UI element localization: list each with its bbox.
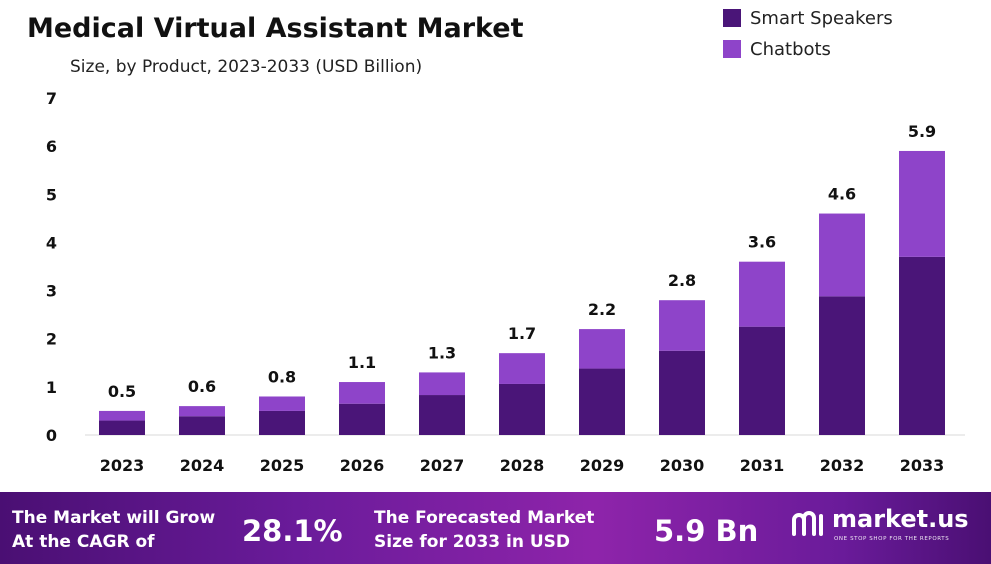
chart-subtitle: Size, by Product, 2023-2033 (USD Billion… — [70, 57, 422, 77]
x-axis: 2023 2024 2025 2026 2027 2028 2029 2030 2031 2032… — [100, 456, 945, 475]
legend-swatch-smart-speakers — [723, 9, 741, 27]
bar-smart-speakers — [339, 403, 385, 435]
bar-chatbots — [579, 329, 625, 369]
bar-smart-speakers — [579, 368, 625, 435]
forecast-text-line1: The Forecasted Market — [374, 508, 595, 528]
cagr-text-line2: At the CAGR of — [12, 532, 155, 552]
x-tick-label: 2024 — [180, 456, 225, 475]
bar-chatbots — [499, 353, 545, 384]
bar-smart-speakers — [659, 350, 705, 435]
x-tick-label: 2028 — [500, 456, 545, 475]
bar-smart-speakers — [259, 410, 305, 435]
bar-total-label: 1.7 — [508, 324, 536, 343]
bar-smart-speakers — [99, 420, 145, 435]
legend-label-chatbots: Chatbots — [750, 39, 831, 60]
bar-chatbots — [179, 406, 225, 417]
bar-total-label: 4.6 — [828, 185, 856, 204]
y-axis: 0 1 2 3 4 5 6 7 — [46, 89, 57, 445]
bar-chatbots — [739, 261, 785, 327]
chart-title: Medical Virtual Assistant Market — [27, 13, 524, 44]
bar-smart-speakers — [499, 383, 545, 435]
y-tick-label: 4 — [46, 233, 57, 252]
y-tick-label: 6 — [46, 137, 57, 156]
x-tick-label: 2029 — [580, 456, 625, 475]
bar-total-label: 2.8 — [668, 271, 696, 290]
bar-total-label: 1.1 — [348, 353, 376, 372]
bar-chatbots — [259, 396, 305, 411]
bar-chatbots — [419, 372, 465, 396]
x-tick-label: 2030 — [660, 456, 705, 475]
bar-smart-speakers — [739, 326, 785, 435]
forecast-value: 5.9 Bn — [654, 514, 759, 548]
x-tick-label: 2026 — [340, 456, 385, 475]
bar-total-label: 3.6 — [748, 233, 776, 252]
legend-swatch-chatbots — [723, 40, 741, 58]
bar-total-label: 2.2 — [588, 300, 616, 319]
bar-total-label: 0.5 — [108, 382, 136, 401]
bar-chatbots — [819, 213, 865, 297]
forecast-text-line2: Size for 2033 in USD — [374, 532, 571, 552]
bar-chatbots — [659, 300, 705, 351]
cagr-text-line1: The Market will Grow — [12, 508, 216, 528]
legend-label-smart-speakers: Smart Speakers — [750, 8, 893, 29]
cagr-value: 28.1% — [242, 514, 343, 548]
bar-total-label: 5.9 — [908, 122, 936, 141]
logo-wordmark: market.us — [832, 505, 969, 533]
bar-total-label: 1.3 — [428, 343, 456, 362]
market-us-logo-icon — [792, 511, 823, 536]
bar-smart-speakers — [819, 296, 865, 435]
x-tick-label: 2027 — [420, 456, 465, 475]
bar-total-label: 0.8 — [268, 367, 296, 386]
bar-smart-speakers — [419, 395, 465, 435]
bar-total-label: 0.6 — [188, 377, 216, 396]
bar-chatbots — [339, 382, 385, 404]
footer-banner: The Market will Grow At the CAGR of 28.1… — [0, 492, 991, 564]
bar-chatbots — [99, 410, 145, 421]
y-tick-label: 0 — [46, 426, 57, 445]
x-tick-label: 2033 — [900, 456, 945, 475]
bar-smart-speakers — [179, 416, 225, 435]
x-tick-label: 2025 — [260, 456, 305, 475]
bar-smart-speakers — [899, 256, 945, 435]
x-tick-label: 2023 — [100, 456, 145, 475]
y-tick-label: 5 — [46, 185, 57, 204]
x-tick-label: 2031 — [740, 456, 785, 475]
legend: Smart Speakers Chatbots — [723, 8, 893, 60]
y-tick-label: 3 — [46, 282, 57, 301]
y-tick-label: 1 — [46, 378, 57, 397]
chart-area: Medical Virtual Assistant Market Size, b… — [27, 8, 965, 475]
y-tick-label: 7 — [46, 89, 57, 108]
bars: 0.5 0.6 0.8 1.1 1.3 1.7 2.2 2.8 3.6 4.6 5.9 — [99, 122, 945, 435]
logo-tagline: ONE STOP SHOP FOR THE REPORTS — [834, 536, 950, 542]
y-tick-label: 2 — [46, 330, 57, 349]
x-tick-label: 2032 — [820, 456, 865, 475]
bar-chatbots — [899, 150, 945, 257]
